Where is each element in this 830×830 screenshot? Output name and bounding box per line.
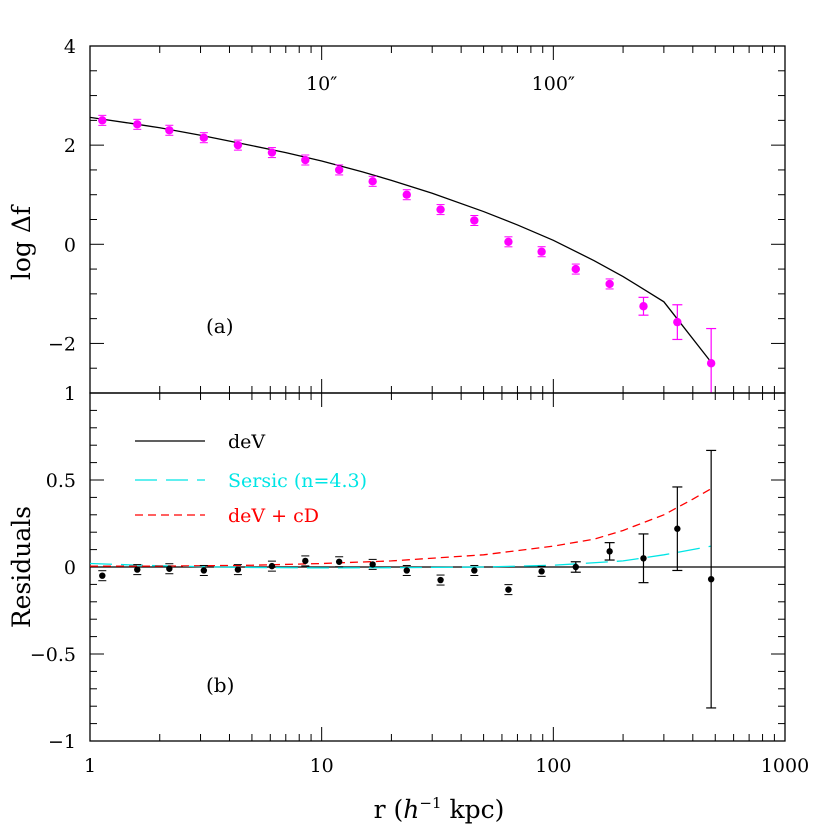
y-axis-label-b: Residuals: [7, 506, 36, 628]
x-tick-label: 100: [535, 755, 571, 777]
top-tick-label: 10″: [306, 73, 337, 95]
data-point: [673, 317, 682, 327]
data-point: [470, 216, 479, 225]
data-point: [133, 120, 142, 129]
data-point: [268, 562, 276, 570]
y-tick-label: −2: [48, 333, 76, 355]
plot-area: [90, 449, 785, 709]
data-point: [200, 567, 208, 574]
model-curve-dev: [90, 116, 712, 363]
data-point: [403, 567, 410, 574]
data-point: [640, 555, 647, 562]
legend-text-sersic: Sersic (n=4.3): [228, 470, 367, 492]
data-point: [504, 237, 513, 247]
data-point: [639, 302, 648, 311]
y-tick-label: 2: [64, 135, 76, 157]
data-point: [234, 566, 242, 573]
data-point: [707, 575, 715, 583]
data-point: [606, 548, 613, 555]
data-point: [368, 177, 377, 186]
data-point: [674, 525, 681, 532]
panel-label-b: (b): [206, 673, 234, 697]
data-point: [605, 279, 614, 289]
data-point: [505, 586, 512, 593]
plot-frame: [89, 45, 786, 394]
data-point: [335, 558, 343, 565]
data-point: [301, 155, 310, 165]
x-axis-label: r (h−1 kpc): [374, 794, 505, 824]
data-point: [199, 133, 209, 142]
y-tick-label: 0.5: [46, 470, 76, 492]
y-tick-label: −1: [48, 731, 76, 753]
data-point: [402, 190, 411, 199]
x-tick-label: 1: [84, 755, 96, 777]
panel-label-a: (a): [206, 314, 234, 338]
data-point: [302, 557, 309, 565]
legend-text-dev: deV: [228, 431, 265, 453]
y-tick-label: 1: [64, 383, 76, 405]
data-point: [537, 247, 546, 256]
panel-a: 4 2 0 −2 10″ 100″: [48, 36, 786, 394]
data-point: [437, 576, 444, 584]
y-tick-label: −0.5: [30, 644, 76, 666]
series-line-devcd: [90, 488, 712, 567]
top-tick-label: 100″: [532, 73, 575, 95]
data-point: [267, 148, 277, 157]
x-tick-label: 10: [310, 755, 334, 777]
data-point: [99, 572, 106, 579]
y-tick-label: 0: [64, 557, 76, 579]
legend-text-devcd: deV + cD: [228, 505, 319, 527]
data-point: [572, 563, 579, 571]
data-point: [134, 566, 141, 573]
y-tick-label: 0: [64, 234, 76, 256]
data-point: [98, 116, 107, 125]
data-point: [538, 568, 545, 575]
data-point: [436, 205, 445, 214]
y-axis-label-a: log Δf: [7, 204, 36, 280]
x-tick-label: 1000: [761, 755, 809, 777]
series-line-sersic: [90, 545, 712, 569]
data-point: [471, 567, 478, 574]
data-point: [706, 359, 716, 368]
data-point: [233, 140, 243, 150]
data-point: [369, 561, 376, 568]
data-point: [571, 264, 580, 274]
data-point: [166, 565, 173, 572]
legend: deV Sersic (n=4.3) deV + cD: [135, 431, 367, 527]
y-tick-label: 4: [64, 36, 76, 58]
data-point: [165, 126, 174, 135]
plot-area: [90, 114, 717, 393]
data-point: [334, 165, 344, 175]
panel-b: 1 0.5 0 −0.5 −1 1 10 100 1000: [30, 383, 809, 777]
